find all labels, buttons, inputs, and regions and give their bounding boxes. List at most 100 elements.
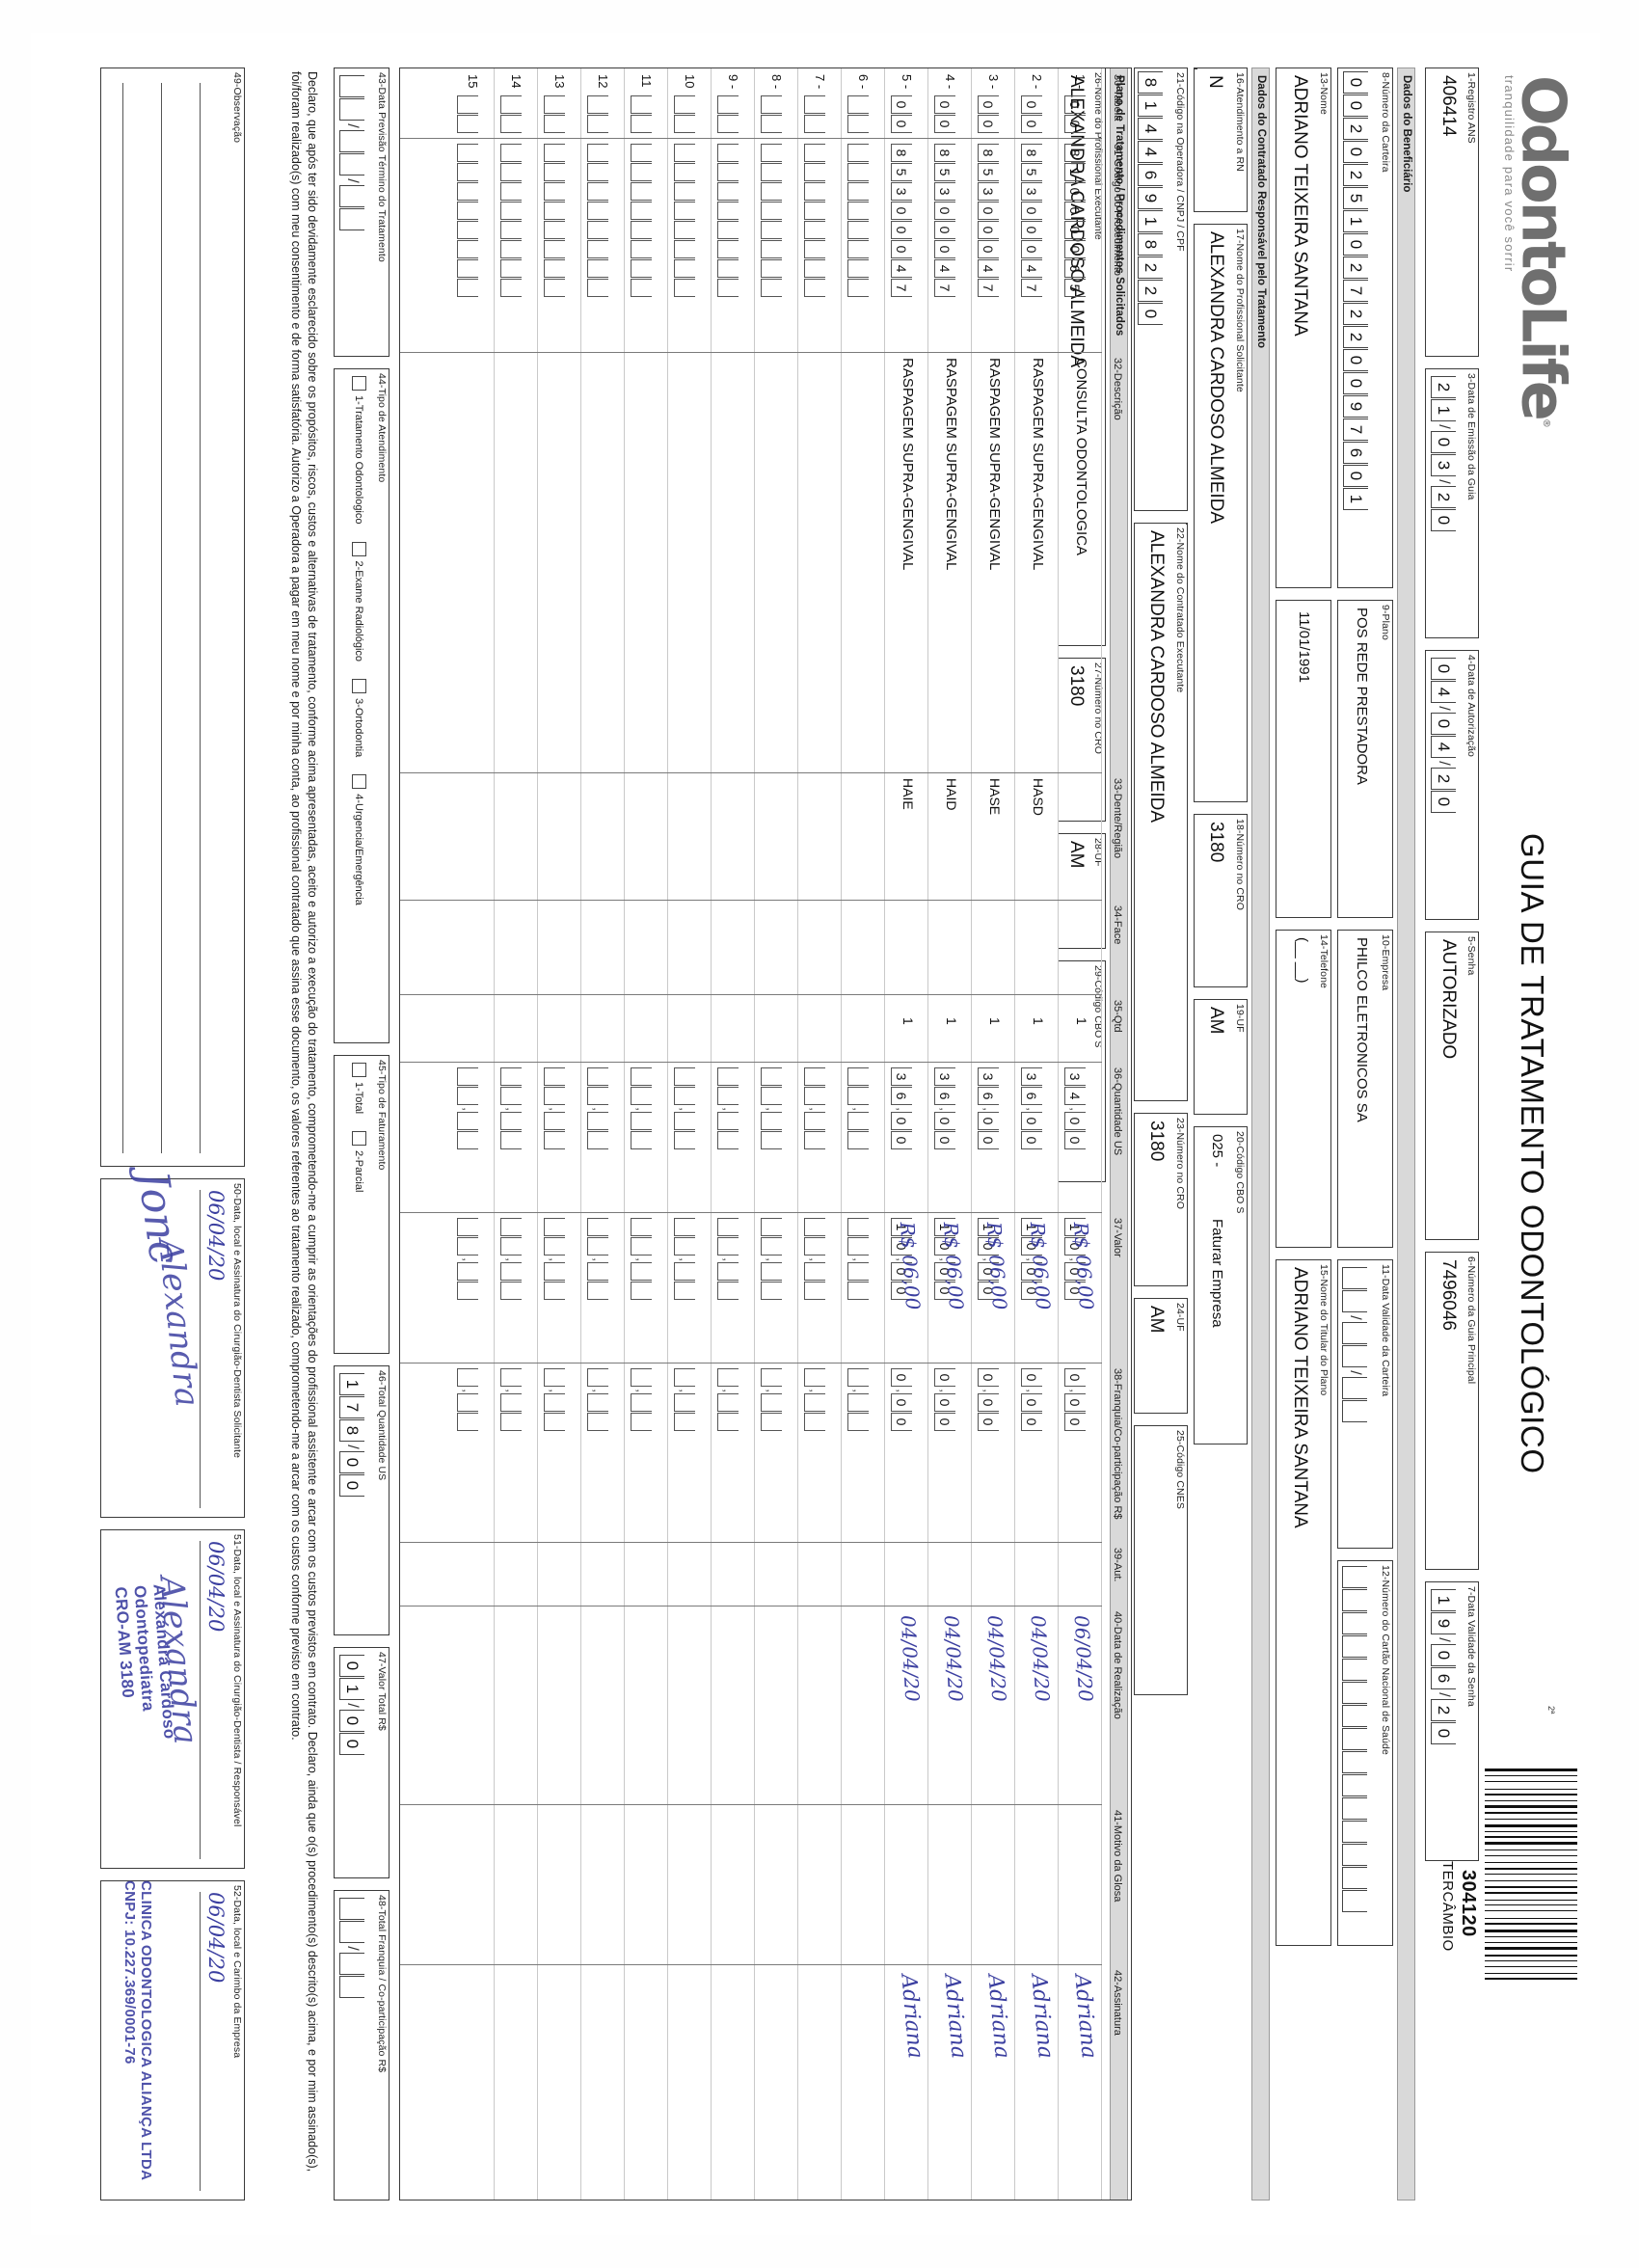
valor-input-cell[interactable] xyxy=(587,1282,608,1300)
quantidade-us-input-cell[interactable] xyxy=(717,1112,739,1130)
data-emissao-cell[interactable]: 0 xyxy=(1431,509,1456,531)
tabela-input-cell[interactable] xyxy=(500,95,522,114)
data-autorizacao-input[interactable]: 0 4/0 4/2 0 xyxy=(1431,658,1460,814)
checkbox-icon[interactable] xyxy=(352,1063,366,1077)
valor-input-cell[interactable]: 0 xyxy=(1021,1282,1042,1300)
franquia-input-cell[interactable]: 0 xyxy=(1021,1368,1042,1387)
codigo-procedimento-input[interactable] xyxy=(631,144,656,298)
data-validade-carteira-cell[interactable] xyxy=(1342,1267,1367,1289)
tabela-input[interactable] xyxy=(674,95,699,134)
numero-cns-cell[interactable] xyxy=(1342,1728,1367,1750)
codigo-operadora-cell[interactable]: 1 xyxy=(1138,210,1163,232)
quantidade-us-input-cell[interactable] xyxy=(631,1112,652,1130)
codigo-procedimento-input-cell[interactable]: 0 xyxy=(1021,202,1042,220)
tipo-atendimento-option[interactable]: 2-Exame Radiológico xyxy=(352,541,366,662)
data-autorizacao-cell[interactable]: 0 xyxy=(1431,713,1456,735)
franquia-input-cell[interactable] xyxy=(587,1413,608,1431)
codigo-procedimento-input-cell[interactable]: 0 xyxy=(1064,202,1086,220)
tabela-input-cell[interactable] xyxy=(717,95,739,114)
data-previsao-cell[interactable] xyxy=(339,130,364,152)
valor-input[interactable]: , xyxy=(544,1218,569,1301)
quantidade-us-input-cell[interactable] xyxy=(544,1087,565,1105)
data-autorizacao-cell[interactable]: 0 xyxy=(1431,658,1456,680)
data-validade-carteira-cell[interactable] xyxy=(1342,1290,1367,1312)
valor-input[interactable]: , xyxy=(674,1218,699,1301)
numero-carteira-cell[interactable]: 2 xyxy=(1343,164,1368,186)
codigo-procedimento-input-cell[interactable] xyxy=(674,259,695,278)
codigo-procedimento-input-cell[interactable]: 0 xyxy=(978,202,999,220)
total-quantidade-us-cell[interactable]: 7 xyxy=(339,1396,364,1418)
quantidade-us-input-cell[interactable]: 0 xyxy=(934,1131,955,1149)
codigo-procedimento-input-cell[interactable] xyxy=(761,163,782,181)
numero-carteira-cell[interactable]: 0 xyxy=(1343,233,1368,256)
codigo-procedimento-input-cell[interactable]: 0 xyxy=(891,221,912,239)
tabela-input[interactable] xyxy=(761,95,786,134)
dente-regiao-value[interactable]: HASE xyxy=(987,778,1003,816)
data-autorizacao-cell[interactable]: 4 xyxy=(1431,681,1456,703)
tabela-input-cell[interactable]: 0 xyxy=(891,95,912,114)
codigo-procedimento-input-cell[interactable]: 0 xyxy=(934,202,955,220)
valor-input-cell[interactable] xyxy=(500,1282,522,1300)
qtd-value[interactable]: 1 xyxy=(944,1017,959,1025)
codigo-procedimento-input-cell[interactable] xyxy=(457,163,478,181)
franquia-input[interactable]: , xyxy=(457,1368,482,1432)
quantidade-us-input[interactable]: , xyxy=(587,1067,612,1150)
valor-input-cell[interactable] xyxy=(631,1218,652,1236)
data-validade-senha-cell[interactable]: 6 xyxy=(1431,1667,1456,1689)
valor-input-cell[interactable] xyxy=(674,1262,695,1281)
quantidade-us-input-cell[interactable]: 0 xyxy=(1021,1112,1042,1130)
codigo-procedimento-input-cell[interactable] xyxy=(544,163,565,181)
codigo-operadora-cell[interactable]: 0 xyxy=(1138,303,1163,325)
total-franquia-cell[interactable] xyxy=(339,1976,364,1998)
codigo-procedimento-input-cell[interactable] xyxy=(500,144,522,162)
codigo-procedimento-input-cell[interactable]: 4 xyxy=(891,259,912,278)
valor-input-cell[interactable] xyxy=(587,1237,608,1256)
codigo-procedimento-input-cell[interactable] xyxy=(847,259,869,278)
codigo-procedimento-input-cell[interactable] xyxy=(587,240,608,258)
quantidade-us-input-cell[interactable]: 3 xyxy=(1021,1067,1042,1086)
valor-input-cell[interactable] xyxy=(631,1282,652,1300)
codigo-procedimento-input-cell[interactable] xyxy=(717,279,739,297)
franquia-input-cell[interactable] xyxy=(847,1368,869,1387)
franquia-input-cell[interactable]: 0 xyxy=(978,1368,999,1387)
codigo-operadora-cell[interactable]: 9 xyxy=(1138,187,1163,209)
valor-input-cell[interactable] xyxy=(457,1218,478,1236)
tipo-faturamento-option[interactable]: 1-Total xyxy=(352,1063,366,1114)
franquia-input-cell[interactable] xyxy=(847,1413,869,1431)
numero-carteira-cell[interactable]: 5 xyxy=(1343,187,1368,209)
codigo-procedimento-input-cell[interactable] xyxy=(544,279,565,297)
dente-regiao-value[interactable]: HAIE xyxy=(900,778,916,810)
tabela-input-cell[interactable] xyxy=(717,115,739,133)
numero-cns-cell[interactable] xyxy=(1342,1867,1367,1889)
numero-carteira-cell[interactable]: 2 xyxy=(1343,118,1368,140)
numero-cns-input[interactable] xyxy=(1342,1566,1371,1913)
valor-input-cell[interactable] xyxy=(674,1282,695,1300)
valor-total-cell[interactable]: 0 xyxy=(339,1733,364,1755)
numero-cns-cell[interactable] xyxy=(1342,1890,1367,1912)
quantidade-us-input-cell[interactable] xyxy=(804,1131,825,1149)
numero-carteira-cell[interactable]: 2 xyxy=(1343,326,1368,348)
quantidade-us-input-cell[interactable] xyxy=(587,1131,608,1149)
valor-input[interactable]: , xyxy=(587,1218,612,1301)
codigo-procedimento-input-cell[interactable] xyxy=(674,221,695,239)
codigo-procedimento-input-cell[interactable] xyxy=(674,144,695,162)
franquia-input-cell[interactable] xyxy=(761,1413,782,1431)
codigo-procedimento-input-cell[interactable] xyxy=(500,240,522,258)
assinatura-52-box[interactable] xyxy=(100,1880,245,2200)
numero-carteira-cell[interactable]: 0 xyxy=(1343,141,1368,163)
codigo-procedimento-input-cell[interactable]: 5 xyxy=(978,163,999,181)
franquia-input-cell[interactable] xyxy=(500,1393,522,1412)
quantidade-us-input-cell[interactable]: 6 xyxy=(978,1087,999,1105)
valor-input-cell[interactable]: 1 xyxy=(891,1218,912,1236)
tabela-input-cell[interactable]: 0 xyxy=(1064,95,1086,114)
quantidade-us-input[interactable]: , xyxy=(717,1067,742,1150)
codigo-procedimento-input-cell[interactable] xyxy=(674,202,695,220)
valor-input-cell[interactable] xyxy=(674,1218,695,1236)
tabela-input-cell[interactable] xyxy=(500,115,522,133)
codigo-procedimento-input-cell[interactable] xyxy=(544,202,565,220)
franquia-input-cell[interactable] xyxy=(457,1368,478,1387)
codigo-procedimento-input-cell[interactable] xyxy=(544,240,565,258)
data-emissao-cell[interactable]: 0 xyxy=(1431,431,1456,453)
